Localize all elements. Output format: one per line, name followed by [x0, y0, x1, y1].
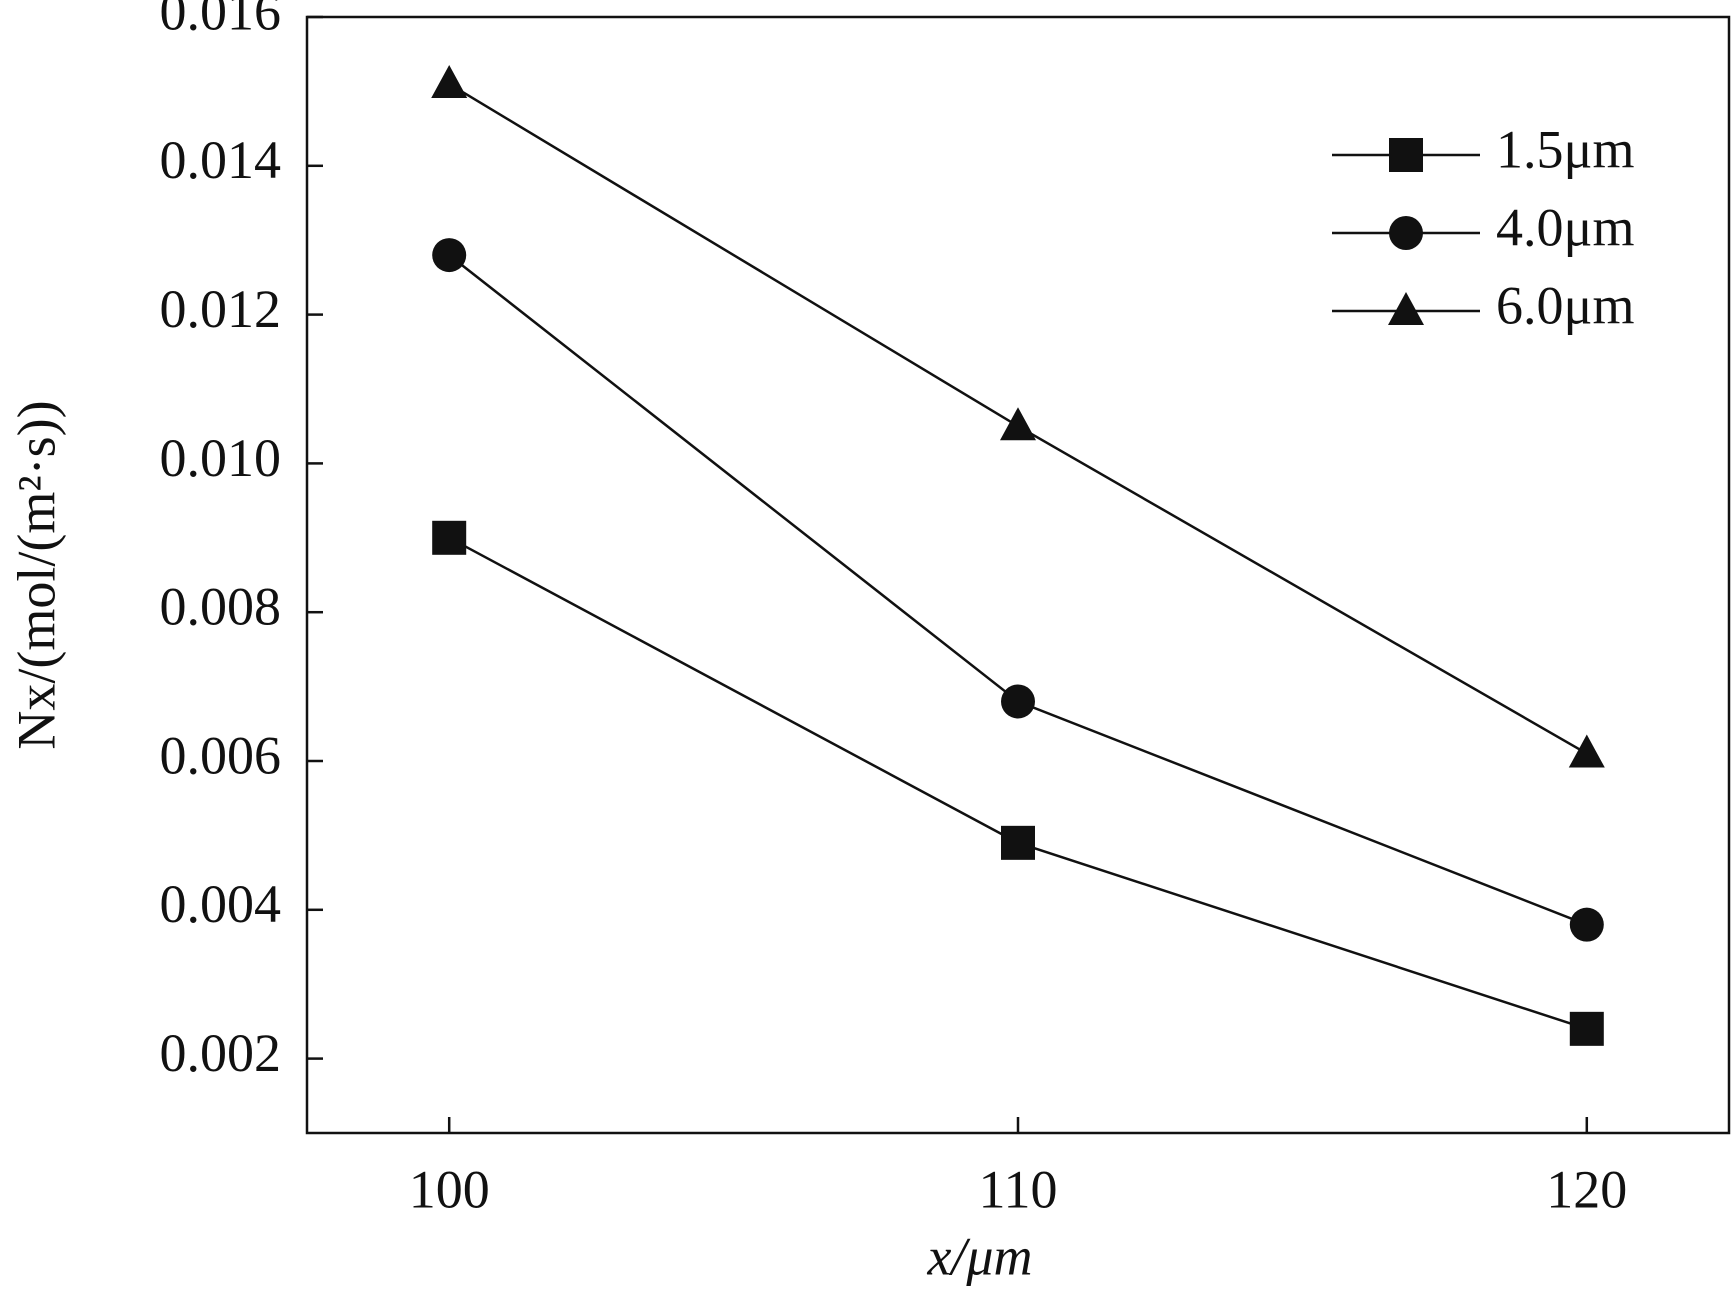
marker-triangle — [1568, 734, 1605, 768]
marker-triangle — [1000, 407, 1036, 441]
y-tick-label: 0.012 — [160, 279, 282, 339]
y-tick-label: 0.016 — [160, 0, 282, 41]
y-tick-label: 0.014 — [160, 130, 282, 190]
y-tick-label: 0.008 — [160, 577, 282, 637]
series-line — [448, 254, 1588, 926]
marker-circle — [1001, 684, 1035, 719]
y-tick-label: 0.006 — [160, 725, 282, 785]
legend-label: 1.5μm — [1496, 119, 1634, 179]
marker-square — [432, 520, 467, 555]
y-tick-label: 0.004 — [160, 874, 282, 934]
marker-triangle — [431, 64, 468, 98]
x-tick-label: 100 — [409, 1159, 490, 1219]
series-line — [448, 536, 1588, 1031]
marker-circle — [432, 238, 467, 273]
legend-label: 6.0μm — [1496, 275, 1634, 335]
marker-circle — [1389, 216, 1423, 250]
legend-label: 4.0μm — [1496, 197, 1634, 257]
x-tick-label: 110 — [979, 1159, 1058, 1219]
marker-square — [1569, 1011, 1604, 1046]
y-tick-label: 0.010 — [160, 428, 282, 488]
y-axis-label: Nx/(mol/(m²·s)) — [6, 400, 66, 749]
y-tick-label: 0.002 — [160, 1023, 282, 1083]
marker-circle — [1569, 907, 1604, 942]
x-tick-label: 120 — [1546, 1159, 1627, 1219]
x-axis-label: x/μm — [926, 1226, 1032, 1286]
marker-triangle — [1388, 292, 1424, 325]
marker-square — [1389, 138, 1423, 172]
marker-square — [1001, 825, 1035, 860]
